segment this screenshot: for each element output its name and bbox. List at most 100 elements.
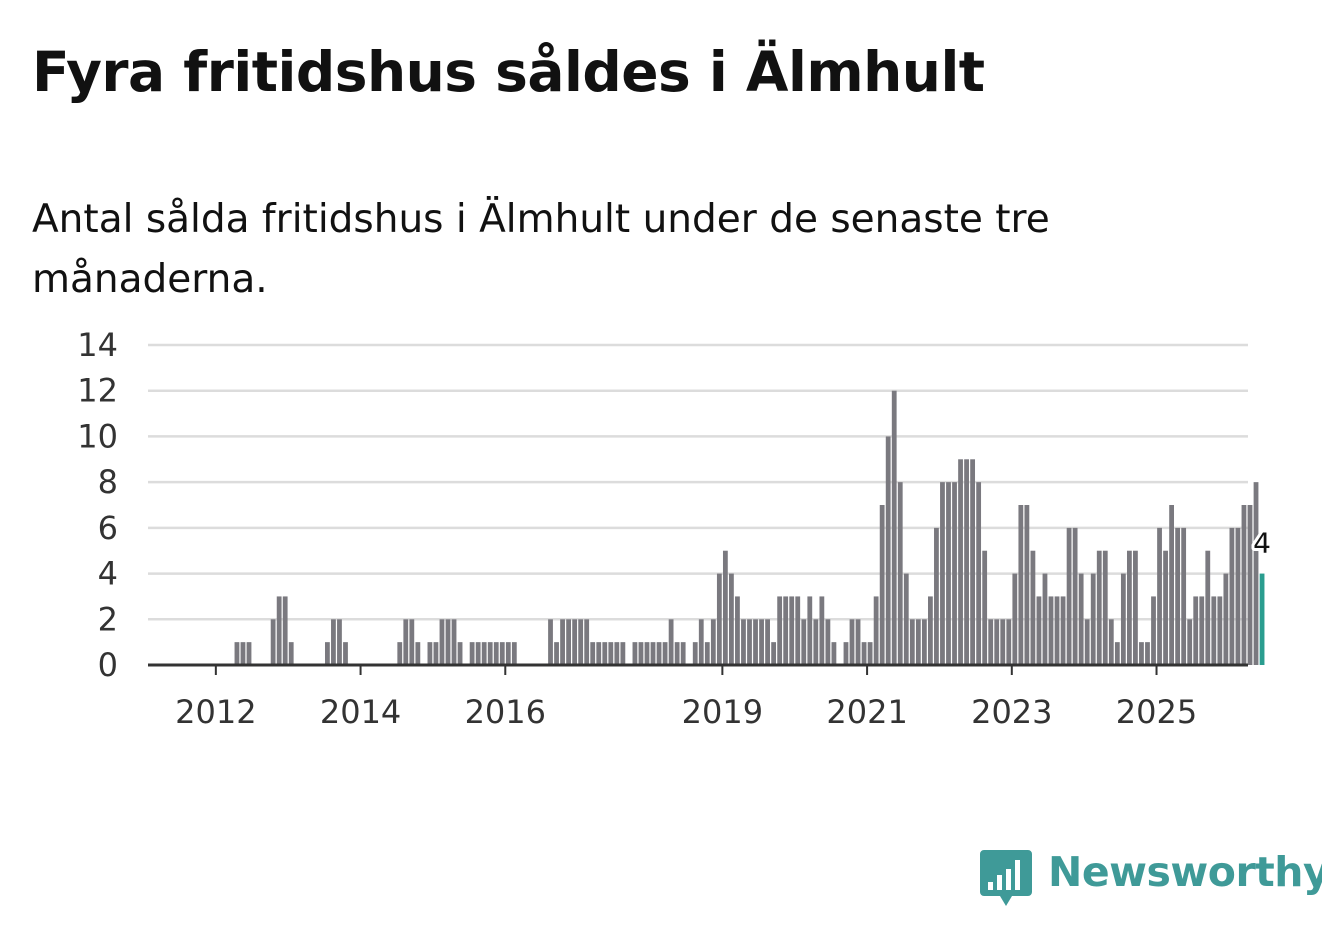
bar [1060, 596, 1066, 665]
bar [638, 642, 644, 665]
latest-value-label: 4 [1253, 527, 1271, 560]
bar [777, 596, 783, 665]
bar [885, 436, 891, 665]
bar [1139, 642, 1144, 665]
bar [560, 619, 565, 665]
bar [650, 642, 656, 665]
bar [1133, 550, 1138, 665]
bar [451, 619, 457, 665]
bar [1229, 527, 1235, 665]
bar [1205, 550, 1211, 665]
bar [457, 642, 463, 665]
bar [662, 642, 668, 665]
bar [584, 619, 590, 665]
y-tick-label: 14 [77, 326, 118, 364]
bar [1157, 527, 1162, 665]
bar [903, 573, 909, 665]
bar [753, 619, 758, 665]
bar [415, 642, 421, 665]
gridlines [148, 343, 1248, 621]
bar [427, 642, 433, 665]
bar [964, 459, 969, 665]
bar [1000, 619, 1006, 665]
bar [921, 619, 927, 665]
bar [246, 642, 252, 665]
bar [511, 642, 517, 665]
y-tick-label: 6 [98, 509, 118, 547]
bar [831, 642, 837, 665]
bar [1151, 596, 1156, 665]
bar [331, 619, 336, 665]
y-tick-label: 2 [98, 600, 118, 638]
bar [1181, 527, 1187, 665]
bar [704, 642, 710, 665]
bar [747, 619, 752, 665]
bar [1030, 550, 1036, 665]
bar [469, 642, 475, 665]
x-tick-label: 2014 [320, 693, 401, 731]
bar [710, 619, 716, 665]
bar [940, 482, 945, 665]
bar [403, 619, 409, 665]
bar [735, 596, 740, 665]
bar [614, 642, 620, 665]
bar [1163, 550, 1168, 665]
bar [1084, 619, 1090, 665]
bar [1090, 573, 1096, 665]
highlight-bar [1259, 573, 1265, 665]
bar [843, 642, 849, 665]
bar [765, 619, 770, 665]
bar [1018, 505, 1024, 665]
x-tick-label: 2025 [1116, 693, 1197, 731]
bar [1193, 596, 1199, 665]
y-tick-label: 8 [98, 463, 118, 501]
bar [276, 596, 282, 665]
bar [1217, 596, 1223, 665]
bar [409, 619, 415, 665]
bar [1012, 573, 1018, 665]
bar [445, 619, 451, 665]
bar [891, 390, 897, 665]
bar [722, 550, 728, 665]
bar [946, 482, 951, 665]
bar [982, 550, 988, 665]
annotation: 4 [1250, 524, 1274, 563]
bar [970, 459, 976, 665]
bar [554, 642, 559, 665]
bar [499, 642, 505, 665]
bar [1247, 505, 1253, 665]
y-tick-label: 4 [98, 555, 118, 593]
bar [1235, 527, 1241, 665]
chart-subtitle: Antal sålda fritidshus i Älmhult under d… [32, 197, 1050, 302]
bar [1066, 527, 1072, 665]
bar [789, 596, 795, 665]
bar [958, 459, 963, 665]
bar [493, 642, 499, 665]
bar [934, 527, 939, 665]
bar [807, 596, 813, 665]
bar [1145, 642, 1150, 665]
bar [1169, 505, 1174, 665]
bar [578, 619, 584, 665]
bar [337, 619, 342, 665]
bar [928, 596, 933, 665]
bar [1211, 596, 1217, 665]
y-tick-label: 0 [98, 646, 118, 684]
bar [897, 482, 903, 665]
bar [879, 505, 885, 665]
bar [674, 642, 680, 665]
bar [1120, 573, 1126, 665]
bar [909, 619, 915, 665]
bar [608, 642, 614, 665]
bar [1096, 550, 1102, 665]
bar [1036, 596, 1042, 665]
bar [692, 642, 698, 665]
bar [994, 619, 1000, 665]
bar [397, 642, 403, 665]
y-tick-label: 10 [77, 417, 118, 455]
bar [855, 619, 861, 665]
bar [1072, 527, 1078, 665]
bar [590, 642, 596, 665]
bar [1187, 619, 1193, 665]
bars [234, 390, 1265, 665]
